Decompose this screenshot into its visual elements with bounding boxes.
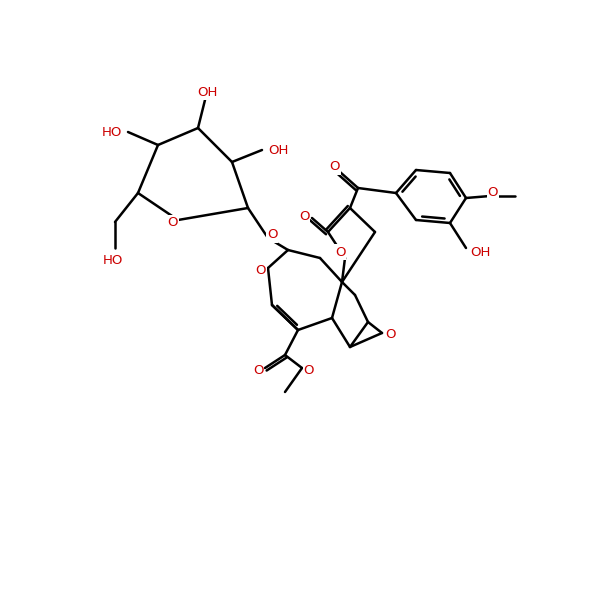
Text: O: O	[330, 160, 340, 173]
Text: O: O	[253, 364, 263, 377]
Text: OH: OH	[268, 143, 288, 157]
Text: HO: HO	[102, 125, 122, 139]
Text: O: O	[256, 263, 266, 277]
Text: O: O	[299, 209, 309, 223]
Text: O: O	[335, 245, 345, 259]
Text: O: O	[168, 217, 178, 229]
Text: HO: HO	[103, 253, 123, 266]
Text: O: O	[304, 364, 314, 377]
Text: OH: OH	[197, 85, 217, 98]
Text: O: O	[386, 329, 396, 341]
Text: OH: OH	[470, 245, 490, 259]
Text: O: O	[267, 229, 277, 241]
Text: O: O	[488, 185, 498, 199]
